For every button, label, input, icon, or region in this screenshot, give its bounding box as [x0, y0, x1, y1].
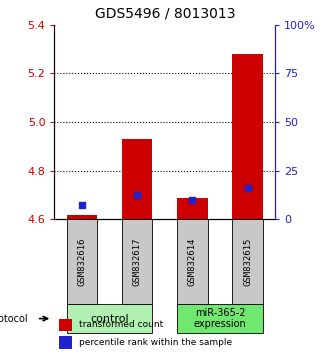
- Text: control: control: [90, 314, 129, 324]
- Point: [79, 202, 84, 208]
- Bar: [177, 198, 208, 219]
- Text: percentile rank within the sample: percentile rank within the sample: [79, 338, 232, 347]
- Point: [190, 197, 195, 203]
- Text: GSM832615: GSM832615: [243, 238, 252, 286]
- Bar: [67, 219, 97, 304]
- Bar: [232, 54, 263, 219]
- Bar: [177, 219, 208, 304]
- Text: GSM832616: GSM832616: [77, 238, 86, 286]
- Text: GSM832617: GSM832617: [133, 238, 142, 286]
- Bar: [67, 215, 97, 219]
- Point: [245, 185, 250, 191]
- Bar: [122, 139, 152, 219]
- Text: miR-365-2
expression: miR-365-2 expression: [194, 308, 246, 330]
- Point: [135, 192, 140, 198]
- Text: protocol: protocol: [0, 314, 28, 324]
- Title: GDS5496 / 8013013: GDS5496 / 8013013: [94, 7, 235, 21]
- Bar: [67, 304, 152, 333]
- Bar: [59, 319, 72, 331]
- Bar: [122, 219, 152, 304]
- Text: transformed count: transformed count: [79, 320, 163, 330]
- Text: GSM832614: GSM832614: [188, 238, 197, 286]
- Bar: [232, 219, 263, 304]
- Bar: [59, 336, 72, 349]
- Bar: [177, 304, 263, 333]
